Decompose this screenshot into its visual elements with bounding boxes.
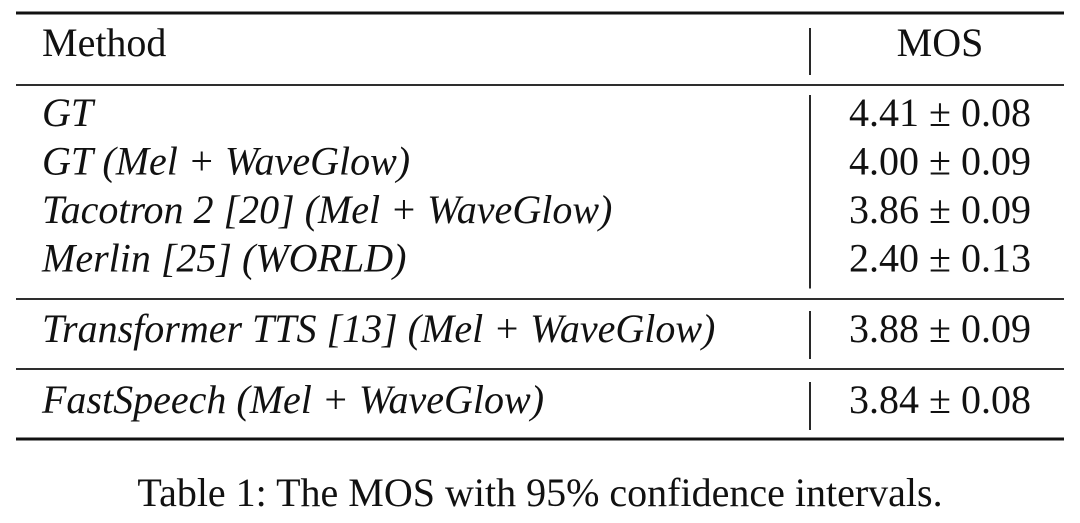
mos-cell: 2.40 ± 0.13	[849, 236, 1031, 281]
method-cell: FastSpeech (Mel + WaveGlow)	[41, 377, 544, 422]
mos-cell: 4.00 ± 0.09	[849, 139, 1031, 184]
mos-cell: 4.41 ± 0.08	[849, 90, 1031, 135]
method-cell: GT (Mel + WaveGlow)	[42, 139, 410, 184]
mos-cell: 3.88 ± 0.09	[849, 306, 1031, 351]
method-cell: Transformer TTS [13] (Mel + WaveGlow)	[42, 306, 715, 351]
method-cell: Merlin [25] (WORLD)	[41, 236, 406, 281]
caption: Table 1: The MOS with 95% confidence int…	[137, 470, 942, 515]
mos-cell: 3.86 ± 0.09	[849, 187, 1031, 232]
method-cell: GT	[42, 90, 96, 135]
mos-cell: 3.84 ± 0.08	[849, 377, 1031, 422]
header-cell: MOS	[897, 20, 984, 65]
method-cell: Tacotron 2 [20] (Mel + WaveGlow)	[42, 187, 612, 232]
header-cell: Method	[42, 20, 166, 65]
